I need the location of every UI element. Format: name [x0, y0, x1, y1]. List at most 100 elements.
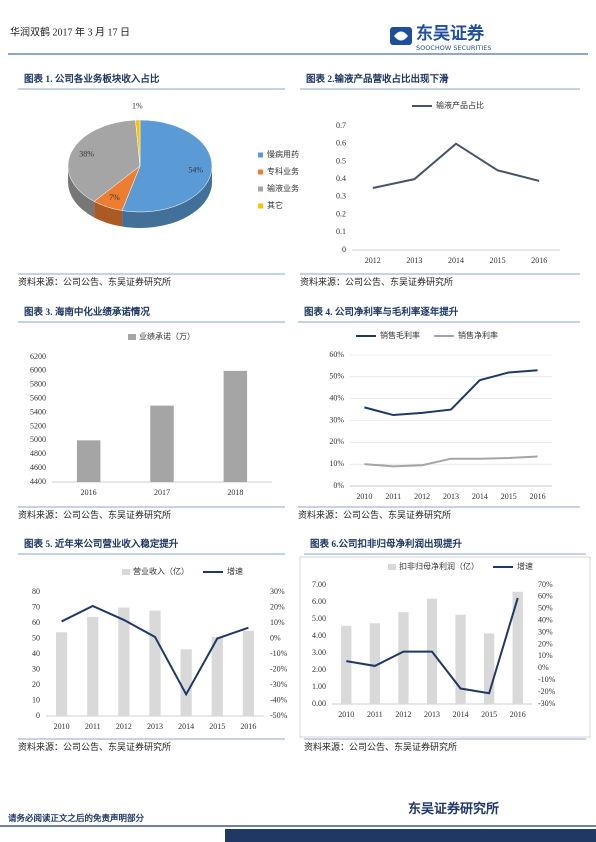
line: [346, 597, 519, 695]
figure-title: 图表 2.输液产品营收占比出现下滑: [306, 73, 449, 85]
y-tick-label: 0.5: [336, 156, 346, 165]
y-tick-label: 5.00: [312, 614, 326, 623]
figure-source: 资料来源：公司公告、东吴证券研究所: [18, 276, 171, 287]
y-tick-label: 10: [32, 695, 40, 704]
figure-source: 资料来源：公司公告、东吴证券研究所: [18, 741, 171, 752]
line: [364, 369, 538, 417]
bar: [398, 612, 409, 704]
bar: [76, 440, 101, 482]
pie-side: [68, 166, 95, 218]
bar: [87, 616, 99, 716]
y-tick-label: 5600: [30, 393, 46, 402]
header-text: 华润双鹤 2017 年 3 月 17 日: [10, 25, 130, 38]
x-tick-label: 2016: [530, 492, 546, 501]
pie-slice: [67, 119, 141, 202]
bar: [211, 636, 223, 716]
x-tick-label: 2011: [85, 722, 101, 731]
y2-tick-label: 20%: [538, 639, 553, 648]
y-tick-label: 20: [32, 680, 40, 689]
y-tick-label: 0: [36, 711, 40, 720]
y-tick-label: 4600: [30, 463, 46, 472]
y2-tick-label: -40%: [270, 695, 288, 704]
logo-icon-mark: [394, 31, 408, 41]
figure-title: 图表 3. 海南中化业绩承诺情况: [24, 306, 150, 318]
figure-title: 图表 6.公司扣非归母净利润出现提升: [310, 538, 463, 550]
y-tick-label: 60: [32, 618, 40, 627]
data-label: 38%: [79, 150, 94, 159]
pie-slice: [121, 119, 213, 213]
bar: [455, 614, 466, 704]
x-tick-label: 2014: [178, 722, 194, 731]
chart-frame: [299, 556, 591, 738]
y2-tick-label: 40%: [538, 616, 553, 625]
y-tick-label: 60%: [329, 350, 344, 359]
figure-source: 资料来源：公司公告、东吴证券研究所: [298, 509, 451, 520]
x-tick-label: 2016: [531, 256, 547, 265]
data-label: 7%: [109, 193, 120, 202]
bar: [150, 405, 174, 482]
figure-source: 资料来源：公司公告、东吴证券研究所: [18, 509, 171, 520]
y-tick-label: 5200: [30, 421, 46, 430]
bar: [180, 649, 192, 716]
figure-source: 资料来源：公司公告、东吴证券研究所: [300, 276, 453, 287]
y-tick-label: 0.7: [336, 121, 346, 130]
y-tick-label: 0.1: [336, 227, 346, 236]
legend-label: 其它: [267, 200, 283, 210]
y-tick-label: 0.4: [336, 174, 346, 183]
legend-swatch: [128, 334, 136, 340]
y-tick-label: 70: [32, 602, 40, 611]
legend-label: 专科业务: [267, 166, 299, 176]
legend-label: 营业收入（亿）: [133, 566, 189, 576]
y2-tick-label: 70%: [538, 580, 553, 589]
y-tick-label: 5800: [30, 380, 46, 389]
figure-source: 资料来源：公司公告、东吴证券研究所: [304, 741, 457, 752]
y2-tick-label: 30%: [270, 587, 285, 596]
y-tick-label: 40%: [329, 393, 344, 402]
legend-label: 业绩承诺（万）: [139, 331, 195, 341]
x-tick-label: 2013: [443, 492, 459, 501]
y2-tick-label: 0%: [538, 663, 549, 672]
figure-title: 图表 4. 公司净利率与毛利率逐年提升: [304, 306, 459, 318]
y-tick-label: 3.00: [312, 648, 326, 657]
bar: [118, 607, 130, 716]
x-tick-label: 2013: [147, 722, 163, 731]
legend-label: 增速: [517, 561, 533, 571]
y-tick-label: 40: [32, 649, 40, 658]
x-tick-label: 2014: [472, 492, 488, 501]
y-tick-label: 0.3: [336, 192, 346, 201]
footer-band: [225, 829, 596, 842]
figure-title: 图表 5. 近年来公司营业收入稳定提升: [24, 538, 179, 550]
y-tick-label: 5000: [30, 435, 46, 444]
y2-tick-label: -20%: [270, 664, 288, 673]
x-tick-label: 2010: [356, 492, 372, 501]
legend-label: 销售净利率: [458, 330, 498, 340]
y-tick-label: 6.00: [312, 597, 326, 606]
y2-tick-label: 20%: [270, 602, 285, 611]
y-tick-label: 30%: [329, 415, 344, 424]
legend-label: 输液业务: [267, 183, 299, 193]
y-tick-label: 4800: [30, 449, 46, 458]
y2-tick-label: -50%: [270, 711, 288, 720]
logo-en: SOOCHOW SECURITIES: [416, 44, 491, 52]
y-tick-label: 0.00: [312, 699, 326, 708]
y2-tick-label: -30%: [270, 680, 288, 689]
y-tick-label: 4400: [30, 477, 46, 486]
pie-side: [94, 201, 123, 227]
y-tick-label: 0.2: [336, 209, 346, 218]
x-tick-label: 2013: [424, 710, 440, 719]
y-tick-label: 50: [32, 633, 40, 642]
y-tick-label: 1.00: [312, 682, 326, 691]
y-tick-label: 7.00: [312, 580, 326, 589]
y-tick-label: 6000: [30, 366, 46, 375]
x-tick-label: 2015: [209, 722, 225, 731]
bar: [55, 632, 68, 716]
x-tick-label: 2013: [406, 256, 422, 265]
x-tick-label: 2015: [481, 710, 497, 719]
x-tick-label: 2011: [367, 710, 383, 719]
y-tick-label: 10%: [329, 459, 344, 468]
legend-swatch: [122, 569, 130, 575]
pie-side: [122, 166, 212, 229]
x-tick-label: 2012: [116, 722, 132, 731]
x-tick-label: 2016: [240, 722, 256, 731]
y2-tick-label: 30%: [538, 627, 553, 636]
